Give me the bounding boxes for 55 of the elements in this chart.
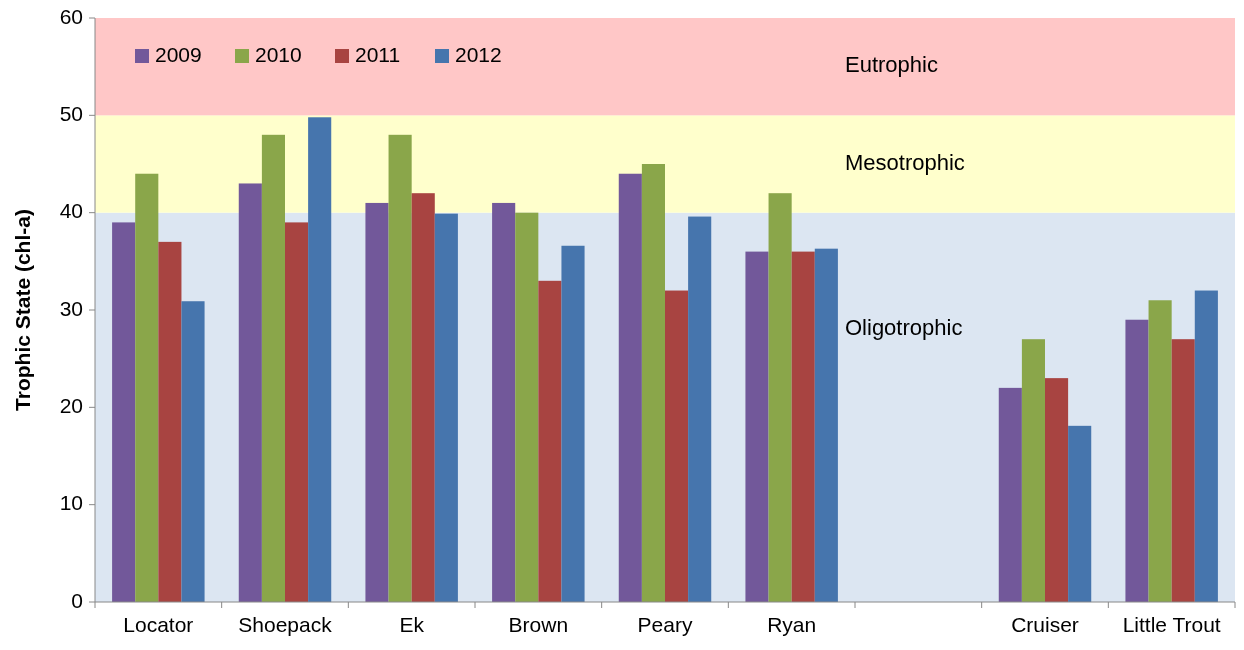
bar — [261, 134, 285, 602]
bar — [388, 134, 412, 602]
y-tick-label: 50 — [59, 101, 83, 125]
bar — [1125, 319, 1149, 602]
x-tick-label: Peary — [637, 613, 693, 636]
bar — [1171, 339, 1195, 602]
bar — [285, 222, 309, 602]
bar — [238, 183, 262, 602]
x-tick-label: Brown — [508, 613, 569, 636]
legend-label: 2010 — [255, 42, 302, 66]
band-label: Mesotrophic — [845, 149, 965, 175]
bar — [181, 301, 205, 602]
bar — [1148, 300, 1172, 602]
band-label: Oligotrophic — [845, 315, 963, 341]
x-tick-label: Little Trout — [1122, 613, 1221, 636]
bar — [688, 216, 712, 602]
x-tick-label: Cruiser — [1011, 613, 1079, 636]
bar — [1021, 339, 1045, 602]
band-label: Eutrophic — [845, 52, 938, 78]
y-tick-label: 60 — [59, 4, 83, 28]
bar — [365, 202, 389, 602]
bar — [515, 212, 539, 602]
bar — [308, 117, 332, 602]
bar — [998, 387, 1022, 602]
bar — [158, 241, 182, 602]
bar — [641, 164, 665, 602]
bar — [411, 193, 435, 602]
x-tick-label: Ryan — [767, 613, 817, 636]
bar — [492, 202, 516, 602]
legend-label: 2011 — [355, 42, 401, 66]
x-tick-label: Ek — [399, 613, 425, 636]
bar — [561, 245, 585, 602]
bar — [1194, 290, 1218, 602]
bar — [791, 251, 815, 602]
y-tick-label: 40 — [59, 199, 83, 223]
bar — [618, 173, 642, 602]
y-axis-title: Trophic State (chl-a) — [11, 209, 34, 411]
y-tick-label: 10 — [59, 491, 83, 515]
x-tick-label: Locator — [123, 613, 194, 636]
x-tick-label: Shoepack — [238, 613, 333, 636]
bar — [665, 290, 689, 602]
bar — [434, 213, 458, 602]
bar — [538, 280, 562, 602]
y-tick-label: 30 — [59, 296, 83, 320]
bar — [112, 222, 136, 602]
legend-label: 2009 — [155, 42, 202, 66]
y-tick-label: 0 — [71, 588, 83, 612]
bar — [1068, 425, 1092, 602]
bar — [1045, 378, 1069, 602]
bar — [745, 251, 769, 602]
y-tick-label: 20 — [59, 393, 83, 417]
bar — [135, 173, 159, 602]
legend-label: 2012 — [455, 42, 502, 66]
bar — [814, 248, 838, 602]
bar — [768, 193, 792, 602]
